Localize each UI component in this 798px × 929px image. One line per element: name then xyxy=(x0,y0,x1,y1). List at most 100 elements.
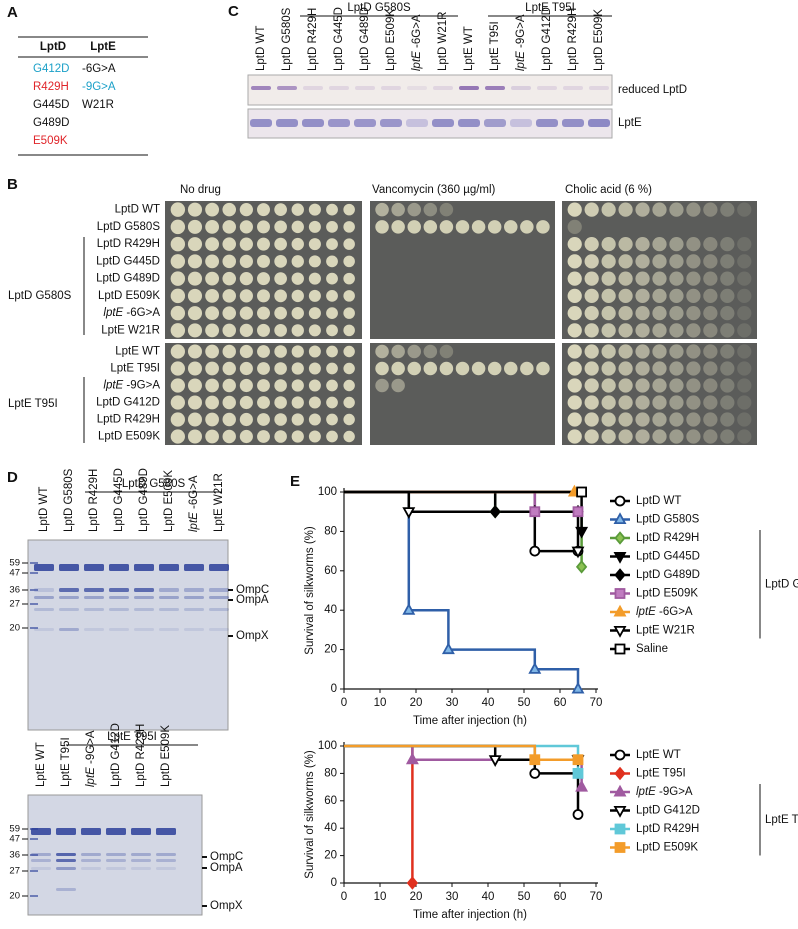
marker xyxy=(529,545,541,557)
legend-label: lptE -6G>A xyxy=(636,606,693,618)
colony-spot xyxy=(308,413,321,426)
gel-band xyxy=(84,564,104,571)
colony-spot xyxy=(686,344,701,359)
colony-spot xyxy=(343,203,355,216)
colony-spot xyxy=(222,237,237,251)
colony-spot xyxy=(239,344,253,359)
table-cell: G412D xyxy=(33,63,69,75)
colony-spot xyxy=(291,289,304,303)
colony-spot xyxy=(567,254,582,269)
legend-label: LptE W21R xyxy=(636,625,695,637)
colony-spot xyxy=(187,412,202,427)
colony-spot xyxy=(170,254,186,269)
x-tick-label: 20 xyxy=(410,697,423,709)
colony-spot xyxy=(652,378,667,393)
gel-band xyxy=(109,564,129,571)
colony-spot xyxy=(703,429,718,444)
colony-spot xyxy=(601,254,616,269)
y-tick-label: 100 xyxy=(318,740,337,752)
legend-label: LptD E509K xyxy=(636,588,698,600)
colony-spot xyxy=(737,306,752,321)
colony-spot xyxy=(205,288,220,303)
colony-spot xyxy=(187,219,203,234)
colony-spot xyxy=(239,429,253,444)
legend-label: LptD R429H xyxy=(636,532,699,544)
x-tick-label: 50 xyxy=(518,697,531,709)
gel-band xyxy=(31,867,51,870)
colony-spot xyxy=(326,345,338,358)
colony-spot xyxy=(618,202,633,217)
colony-spot xyxy=(375,361,389,376)
colony-spot xyxy=(170,412,185,427)
legend-label: lptE -9G>A xyxy=(636,786,693,798)
colony-spot xyxy=(222,361,236,376)
panel-letter: C xyxy=(228,3,239,20)
survival-curve xyxy=(344,744,583,788)
colony-spot xyxy=(618,395,633,410)
y-tick-label: 40 xyxy=(324,604,337,616)
colony-spot xyxy=(239,395,253,410)
blot-band xyxy=(276,119,298,127)
colony-spot xyxy=(618,323,633,338)
colony-spot xyxy=(504,361,518,376)
blot-band xyxy=(354,119,376,127)
colony-spot xyxy=(308,396,321,409)
colony-spot xyxy=(326,430,338,443)
colony-spot xyxy=(291,324,304,337)
colony-spot xyxy=(205,395,219,410)
lane-label: LptD G580S xyxy=(281,7,293,71)
colony-spot xyxy=(669,429,684,444)
colony-spot xyxy=(669,378,684,393)
colony-spot xyxy=(274,255,287,268)
colony-spot xyxy=(618,361,633,376)
colony-spot xyxy=(170,323,186,338)
colony-spot xyxy=(257,203,270,217)
colony-spot xyxy=(635,378,650,393)
colony-spot xyxy=(170,344,185,359)
colony-spot xyxy=(635,306,650,321)
lane-label: lptE -6G>A xyxy=(411,14,423,71)
blot-band xyxy=(381,86,401,90)
lane-label: LptD W21R xyxy=(437,12,449,71)
colony-spot xyxy=(567,395,582,410)
colony-spot xyxy=(375,344,389,359)
colony-spot xyxy=(291,413,304,426)
x-axis-label: Time after injection (h) xyxy=(413,909,527,921)
marker xyxy=(614,643,626,655)
colony-spot xyxy=(737,237,752,252)
colony-spot xyxy=(205,306,220,321)
colony-spot xyxy=(423,202,438,217)
x-tick-label: 50 xyxy=(518,891,531,903)
condition-label: Cholic acid (6 %) xyxy=(565,184,652,196)
colony-spot xyxy=(669,271,684,286)
x-tick-label: 10 xyxy=(374,891,387,903)
colony-spot xyxy=(343,362,355,375)
colony-spot xyxy=(170,288,186,304)
group-label: LptE T95I xyxy=(525,2,575,14)
lane-label: LptD E509K xyxy=(385,9,397,71)
lane-label: LptE W21R xyxy=(213,473,225,532)
colony-spot xyxy=(274,362,287,375)
gel-band xyxy=(184,608,204,611)
colony-spot xyxy=(635,323,650,338)
strain-label: LptE W21R xyxy=(101,324,160,336)
colony-spot xyxy=(239,272,253,286)
mw-label: 27 xyxy=(9,866,20,877)
colony-spot xyxy=(274,430,287,443)
colony-spot xyxy=(567,344,582,359)
mw-label: 47 xyxy=(9,568,20,579)
lane-label: LptE T95I xyxy=(489,21,501,71)
colony-spot xyxy=(618,237,633,252)
colony-spot xyxy=(308,238,321,251)
y-tick-label: 80 xyxy=(324,767,337,779)
colony-spot xyxy=(686,288,701,303)
colony-spot xyxy=(686,202,701,217)
colony-spot xyxy=(669,395,684,410)
colony-spot xyxy=(205,361,219,376)
gel-band xyxy=(84,596,104,599)
lane-label: LptD R429H xyxy=(567,8,579,71)
blot-band xyxy=(485,86,505,90)
colony-spot xyxy=(326,396,338,409)
colony-spot xyxy=(343,307,355,319)
colony-spot xyxy=(343,396,355,409)
